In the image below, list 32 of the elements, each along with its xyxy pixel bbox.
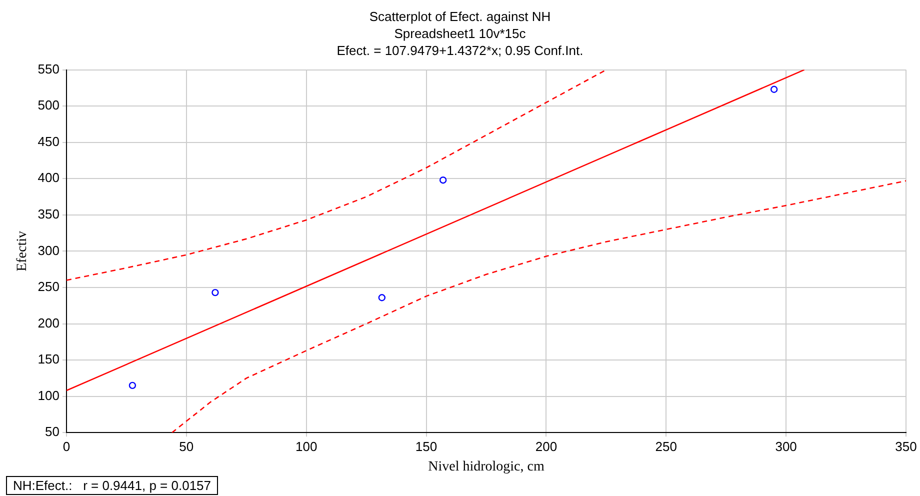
point (770, 86, 778, 93)
text: Efect. = 107.9479+1.4372*x; 0.95 Conf.Int. (336, 42, 584, 59)
y-axis-title: Efectiv (15, 230, 30, 272)
y-tick-label: 500 (38, 98, 60, 113)
y-tick-label: 300 (38, 242, 60, 258)
y-tick-label: 50 (45, 424, 60, 440)
y-tick-label: 350 (38, 206, 60, 222)
x-tick-label: 50 (179, 438, 194, 454)
x-tick-label: 0 (62, 438, 70, 454)
x-axis-title: Nivel hidrologic, cm (428, 459, 544, 474)
x-tick-label: 150 (415, 438, 438, 454)
x-tick-label: 350 (895, 438, 917, 454)
x-tick-label: 250 (655, 438, 677, 454)
point (378, 294, 386, 302)
y-tick-label: 200 (38, 315, 60, 330)
y-tick-label: 150 (38, 352, 60, 367)
x-tick-label: 300 (775, 438, 797, 454)
y-tick-label: 100 (38, 388, 60, 403)
text: NH:Efect.: r = 0.9441, p = 0.0157 (6, 476, 218, 495)
line-series (171, 180, 906, 433)
y-tick-label: 250 (38, 279, 60, 294)
y-tick-label: 400 (38, 170, 60, 186)
point (128, 382, 136, 390)
y-tick-label: 550 (38, 61, 60, 76)
x-tick-label: 200 (535, 438, 558, 454)
y-tick-label: 450 (38, 134, 60, 149)
chart-title: Scatterplot of Efect. against NH (368, 8, 552, 25)
point (439, 176, 447, 184)
point (212, 288, 219, 296)
line-series (66, 70, 607, 281)
x-tick-label: 100 (296, 438, 318, 454)
chart-subtitle: Spreadsheet1 10v*15c (393, 25, 527, 42)
